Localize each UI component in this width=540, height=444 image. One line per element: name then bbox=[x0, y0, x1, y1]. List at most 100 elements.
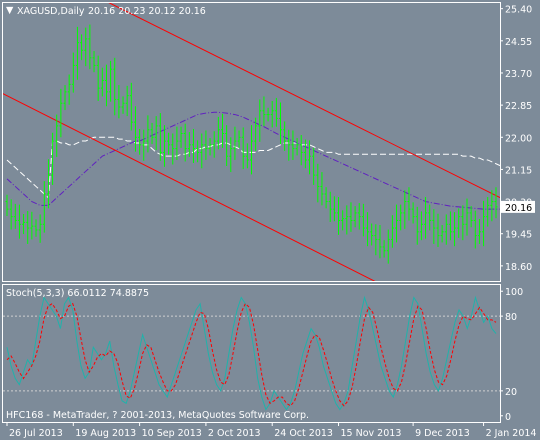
candle bbox=[220, 113, 224, 148]
stoch-axis-label: 0 bbox=[505, 412, 511, 423]
candle bbox=[233, 126, 237, 160]
candle bbox=[473, 210, 477, 249]
price-axis-label: 23.70 bbox=[505, 69, 532, 80]
time-axis-label: 10 Sep 2013 bbox=[142, 428, 202, 439]
stoch-axis-label: 20 bbox=[505, 387, 517, 398]
candle bbox=[270, 100, 274, 128]
candle bbox=[254, 117, 258, 151]
stoch-plot-area bbox=[3, 295, 500, 411]
candle bbox=[395, 204, 399, 243]
candle bbox=[46, 159, 50, 209]
candle bbox=[34, 219, 38, 237]
current-price-label: 20.16 bbox=[505, 203, 532, 214]
candle bbox=[55, 114, 59, 157]
candle bbox=[448, 211, 452, 241]
candle bbox=[96, 55, 100, 101]
candle bbox=[320, 172, 324, 206]
candle bbox=[312, 147, 316, 185]
candle bbox=[75, 26, 79, 80]
candle bbox=[59, 88, 63, 138]
candle bbox=[171, 133, 175, 165]
candle bbox=[125, 85, 129, 117]
axis-labels: 18.6019.4520.3021.1522.0022.8523.7024.55… bbox=[6, 5, 537, 439]
candle bbox=[162, 125, 166, 167]
candle bbox=[287, 129, 291, 161]
candle bbox=[424, 197, 428, 239]
candle bbox=[208, 138, 212, 156]
channel-lower-line bbox=[3, 93, 376, 281]
candle bbox=[403, 190, 407, 229]
symbol-dropdown-icon[interactable]: ▼ bbox=[6, 5, 14, 16]
candle bbox=[295, 138, 299, 156]
candle bbox=[229, 137, 233, 173]
time-axis-label: 15 Nov 2013 bbox=[341, 428, 402, 439]
price-axis-label: 22.85 bbox=[505, 101, 532, 112]
candle bbox=[419, 211, 423, 241]
candle bbox=[337, 197, 341, 235]
candle bbox=[486, 197, 490, 227]
candle bbox=[291, 130, 295, 160]
price-axis-label: 21.15 bbox=[505, 165, 532, 176]
time-axis-label: 2 Jan 2014 bbox=[486, 428, 537, 439]
candle bbox=[104, 64, 108, 107]
candle bbox=[71, 52, 75, 93]
price-axis-label: 19.45 bbox=[505, 230, 532, 241]
candle bbox=[469, 206, 473, 228]
candle bbox=[204, 130, 208, 160]
candle bbox=[17, 204, 21, 239]
copyright-label: HFC168 - MetaTrader, ? 2001-2013, MetaQu… bbox=[6, 410, 309, 421]
candle bbox=[266, 107, 270, 122]
candle bbox=[200, 133, 204, 169]
price-panel-frame bbox=[2, 2, 501, 282]
candle bbox=[109, 60, 113, 102]
candle bbox=[324, 187, 328, 209]
candle bbox=[428, 204, 432, 231]
candle bbox=[212, 131, 216, 158]
candle bbox=[308, 140, 312, 175]
candle bbox=[133, 106, 137, 152]
candle bbox=[245, 143, 249, 169]
candle bbox=[399, 204, 403, 231]
candle bbox=[490, 190, 494, 222]
candle bbox=[167, 132, 171, 155]
candle bbox=[262, 96, 266, 126]
candle bbox=[283, 121, 287, 151]
candle bbox=[196, 140, 200, 163]
candle bbox=[436, 213, 440, 247]
stoch-panel-frame bbox=[2, 284, 501, 423]
candle bbox=[353, 206, 357, 228]
candle bbox=[146, 115, 150, 153]
candle bbox=[366, 212, 370, 247]
candle bbox=[225, 125, 229, 167]
candle bbox=[51, 132, 55, 185]
candle bbox=[415, 206, 419, 245]
candle bbox=[13, 203, 17, 229]
candle bbox=[117, 85, 121, 119]
stoch-signal-line bbox=[6, 302, 497, 407]
candle bbox=[26, 211, 30, 244]
candle bbox=[154, 116, 158, 151]
candle bbox=[42, 181, 46, 233]
candle bbox=[258, 99, 262, 142]
time-axis-label: 9 Dec 2013 bbox=[415, 428, 470, 439]
stoch-axis-label: 80 bbox=[505, 312, 517, 323]
stoch-indicator-label: Stoch(5,3,3) 66.0112 74.8875 bbox=[6, 288, 149, 299]
candle bbox=[237, 130, 241, 148]
candle bbox=[142, 129, 146, 161]
channel-upper-line bbox=[108, 3, 500, 199]
candle bbox=[482, 200, 486, 247]
candle bbox=[390, 215, 394, 248]
candle bbox=[88, 24, 92, 70]
candle bbox=[84, 27, 88, 67]
ohlc-label: 20.16 20.23 20.12 20.16 bbox=[88, 6, 206, 17]
candle bbox=[158, 113, 162, 161]
candle bbox=[67, 74, 71, 105]
candle bbox=[63, 85, 67, 111]
candle bbox=[361, 203, 365, 237]
candle bbox=[183, 123, 187, 162]
candle bbox=[279, 102, 283, 145]
candle bbox=[22, 214, 26, 235]
price-plot-area bbox=[3, 3, 500, 281]
candle bbox=[175, 126, 179, 160]
